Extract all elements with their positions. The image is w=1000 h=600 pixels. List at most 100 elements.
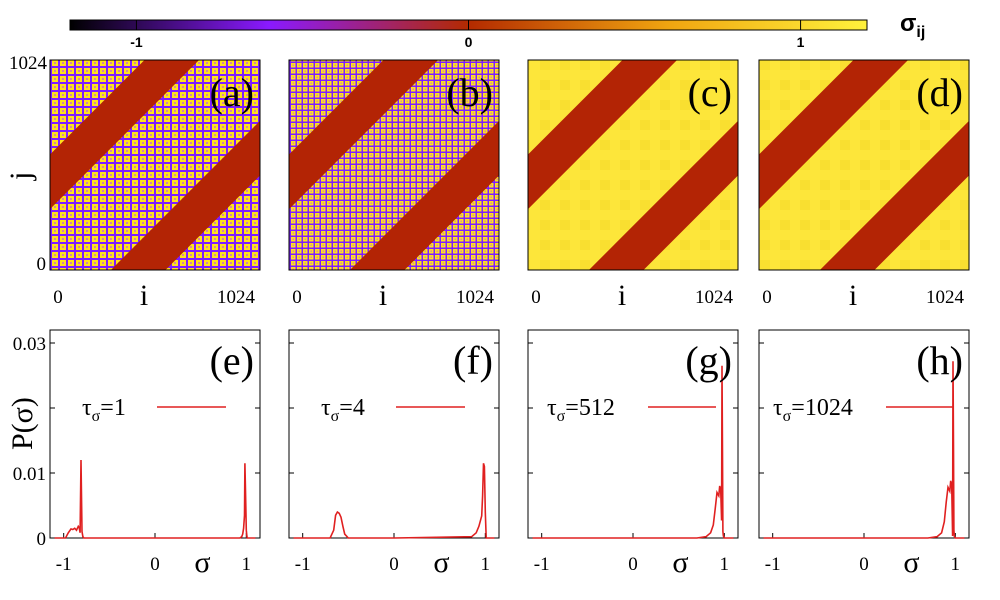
y-tick-label: 0.01: [13, 464, 46, 485]
x-tick-label-min: 0: [531, 287, 541, 308]
heatmap-panel-label: (b): [446, 70, 493, 115]
legend-text: τσ=1: [82, 395, 126, 425]
heatmap-panels: (a) 0 1024 i 1024 0 (b) 0 1024 i (c) 0 1024 i (d) 0 1024…: [9, 53, 970, 312]
histogram-panel-3: (g)τσ=512-1 0 1σ: [527, 329, 739, 579]
histogram-panel-1: (e) τσ=1 -1 0 1 σ 0 0.01 0.03: [13, 329, 261, 579]
heatmap-band-lower: [349, 120, 499, 270]
x-axis-label-i: i: [618, 279, 626, 312]
legend-text: τσ=1024: [773, 395, 853, 425]
x-tick-label-max: 1024: [695, 287, 734, 308]
legend-value: =512: [565, 395, 615, 421]
x-axis-label-sigma: σ: [433, 546, 449, 579]
histogram-frame: [288, 329, 500, 539]
histogram-curve: [532, 365, 734, 539]
histogram-panel-label: (f): [453, 338, 493, 383]
x-tick-label: -1: [534, 554, 550, 575]
legend-value: =4: [339, 395, 365, 421]
x-tick-label: 0: [628, 554, 638, 575]
y-axis-label-p-sigma: P(σ): [6, 397, 39, 450]
y-tick-label: 0: [37, 529, 47, 550]
x-tick-label: 0: [859, 554, 869, 575]
heatmap-band-lower: [588, 120, 738, 270]
x-tick-label-max: 1024: [217, 287, 256, 308]
heatmap-band-lower: [819, 120, 969, 270]
histogram-panel-label: (e): [210, 338, 254, 383]
x-tick-label: -1: [56, 554, 72, 575]
colorbar-ticks: -1 0 1: [130, 20, 805, 50]
x-tick-label: 0: [389, 554, 399, 575]
x-tick-label-min: 0: [762, 287, 772, 308]
heatmap-frame: [49, 59, 261, 271]
legend-subscript: σ: [557, 408, 566, 425]
heatmap-panel-2: (b) 0 1024 i: [288, 59, 500, 312]
x-tick-label: 1: [720, 554, 730, 575]
colorbar-tick-label: 1: [797, 34, 805, 50]
histogram-curve: [763, 361, 965, 539]
x-tick-label-max: 1024: [456, 287, 495, 308]
legend-text: τσ=512: [547, 395, 615, 425]
heatmap-band-upper: [50, 60, 200, 210]
colorbar-title-symbol: σ: [900, 10, 916, 37]
x-tick-label: 1: [481, 554, 491, 575]
heatmap-frame: [758, 59, 970, 271]
histogram-frame: [49, 329, 261, 539]
x-axis-label-i: i: [379, 279, 387, 312]
x-tick-label: -1: [295, 554, 311, 575]
heatmap-content: [50, 60, 260, 270]
histogram-frame: [758, 329, 970, 539]
legend-text: τσ=4: [321, 395, 365, 425]
x-tick-label: 1: [242, 554, 252, 575]
heatmap-panel-label: (a): [210, 70, 254, 115]
x-axis-label-sigma: σ: [903, 546, 919, 579]
x-tick-label: -1: [765, 554, 781, 575]
histogram-curve: [293, 463, 495, 539]
histogram-panel-4: (h)τσ=1024-1 0 1σ: [758, 329, 970, 579]
legend-symbol: τ: [82, 395, 92, 421]
heatmap-band-upper: [759, 60, 909, 210]
x-tick-label-max: 1024: [926, 287, 965, 308]
y-tick-label-max: 1024: [9, 53, 48, 74]
histogram-panel-label: (g): [685, 338, 732, 383]
legend-symbol: τ: [321, 395, 331, 421]
x-tick-label-min: 0: [292, 287, 302, 308]
heatmap-panel-3: (c) 0 1024 i: [527, 59, 739, 312]
histogram-panel-2: (f)τσ=4-1 0 1σ: [288, 329, 500, 579]
y-axis-label-j: j: [4, 172, 37, 181]
y-tick-label: 0.03: [13, 334, 46, 355]
histogram-curve: [54, 459, 256, 539]
heatmap-content: [759, 60, 969, 270]
legend-subscript: σ: [331, 408, 340, 425]
y-tick-label-min: 0: [37, 254, 47, 275]
colorbar-title-subscript: ij: [916, 24, 925, 41]
heatmap-band-lower: [110, 120, 260, 270]
heatmap-content: [528, 60, 738, 270]
legend-value: =1: [100, 395, 126, 421]
x-axis-label-i: i: [849, 279, 857, 312]
legend-subscript: σ: [783, 408, 792, 425]
legend-symbol: τ: [773, 395, 783, 421]
colorbar: -1 0 1 σij: [69, 10, 925, 50]
x-axis-label-sigma: σ: [672, 546, 688, 579]
heatmap-content: [289, 60, 499, 270]
heatmap-band-upper: [528, 60, 678, 210]
x-axis-label-sigma: σ: [194, 546, 210, 579]
colorbar-tick-label: -1: [130, 34, 143, 50]
legend-symbol: τ: [547, 395, 557, 421]
colorbar-tick-label: 0: [465, 34, 473, 50]
heatmap-panel-label: (d): [916, 70, 963, 115]
legend-value: =1024: [791, 395, 853, 421]
heatmap-band-upper: [289, 60, 439, 210]
x-tick-label: 0: [150, 554, 160, 575]
heatmap-panel-1: (a) 0 1024 i 1024 0: [9, 53, 261, 312]
histogram-frame: [527, 329, 739, 539]
x-tick-label-min: 0: [53, 287, 63, 308]
heatmap-frame: [288, 59, 500, 271]
heatmap-panel-4: (d) 0 1024 i: [758, 59, 970, 312]
x-axis-label-i: i: [140, 279, 148, 312]
heatmap-frame: [527, 59, 739, 271]
x-tick-label: 1: [951, 554, 961, 575]
histogram-panel-label: (h): [916, 338, 963, 383]
heatmap-panel-label: (c): [688, 70, 732, 115]
